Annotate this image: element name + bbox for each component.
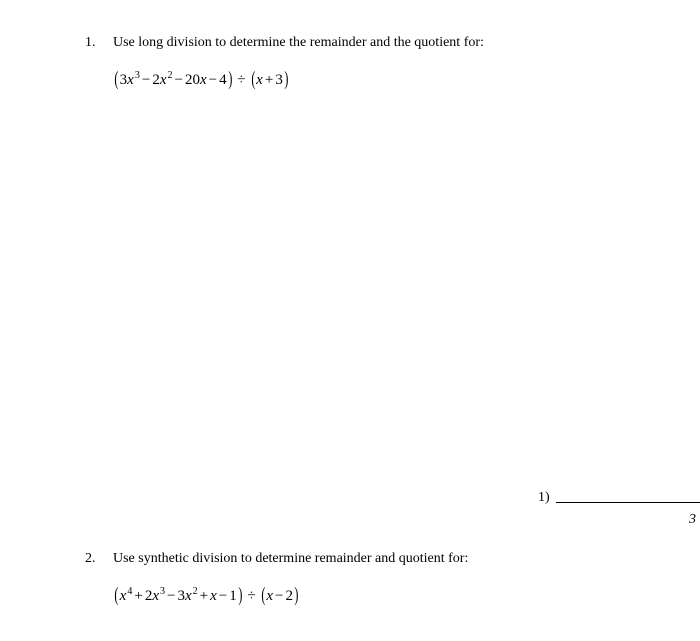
plus-op: + (200, 588, 208, 605)
problem-1: 1. Use long division to determine the re… (85, 35, 660, 92)
problem-2-prompt: 2. Use synthetic division to determine r… (85, 551, 660, 567)
minus-op: − (174, 72, 182, 89)
close-paren: ) (294, 584, 298, 607)
close-paren: ) (238, 584, 242, 607)
problem-2-expression: ( x4 + 2x3 − 3x2 + x − 1 ) ÷ ( x − 2 ) (113, 585, 660, 608)
answer-label: 1) (538, 490, 550, 506)
open-paren: ( (114, 584, 118, 607)
term-4: x (210, 588, 217, 605)
plus-op: + (134, 588, 142, 605)
problem-2-number: 2. (85, 551, 99, 567)
minus-op: − (275, 588, 283, 605)
term-2: 2x2 (152, 72, 172, 89)
minus-op: − (167, 588, 175, 605)
divisor-var: x (256, 72, 263, 89)
open-paren: ( (114, 68, 118, 91)
term-3: 3x2 (177, 588, 197, 605)
term-1: x4 (120, 588, 133, 605)
problem-2: 2. Use synthetic division to determine r… (85, 551, 660, 608)
answer-blank-1: 1) (538, 490, 700, 506)
divisor-var: x (266, 588, 273, 605)
divisor-const: 2 (285, 588, 293, 605)
problem-1-number: 1. (85, 35, 99, 51)
answer-line (556, 502, 700, 503)
problem-1-expression: ( 3x3 − 2x2 − 20x − 4 ) ÷ ( x + 3 ) (113, 69, 660, 92)
open-paren: ( (251, 68, 255, 91)
page-reference: 3 (689, 512, 696, 528)
divisor-const: 3 (275, 72, 283, 89)
open-paren: ( (261, 584, 265, 607)
term-1: 3x3 (120, 72, 140, 89)
term-4: 4 (219, 72, 227, 89)
plus-op: + (265, 72, 273, 89)
divide-op: ÷ (247, 588, 255, 605)
minus-op: − (209, 72, 217, 89)
close-paren: ) (228, 68, 232, 91)
term-2: 2x3 (145, 588, 165, 605)
problem-2-text: Use synthetic division to determine rema… (113, 551, 468, 567)
minus-op: − (219, 588, 227, 605)
divide-op: ÷ (237, 72, 245, 89)
problem-1-prompt: 1. Use long division to determine the re… (85, 35, 660, 51)
term-5: 1 (229, 588, 237, 605)
minus-op: − (142, 72, 150, 89)
problem-1-text: Use long division to determine the remai… (113, 35, 484, 51)
term-3: 20x (185, 72, 207, 89)
close-paren: ) (284, 68, 288, 91)
